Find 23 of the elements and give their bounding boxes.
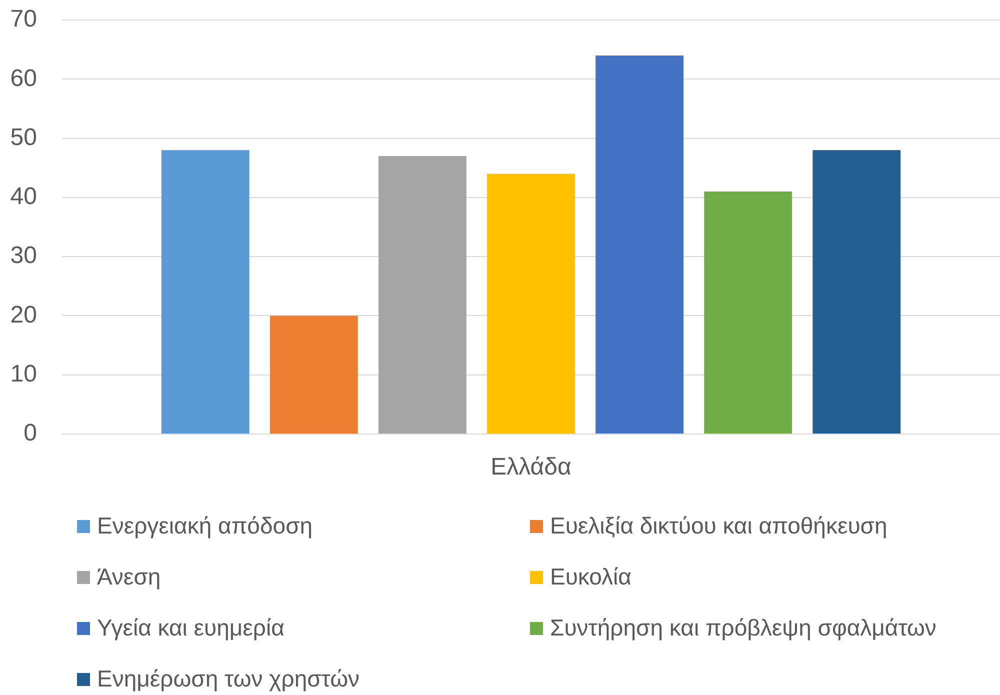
y-tick-label: 20 bbox=[10, 301, 37, 328]
bar bbox=[704, 192, 792, 434]
bar bbox=[270, 316, 358, 434]
y-tick-label: 70 bbox=[10, 6, 37, 33]
bar bbox=[378, 156, 466, 434]
legend-label: Ενημέρωση των χρηστών bbox=[97, 665, 360, 692]
y-tick-label: 60 bbox=[10, 64, 37, 92]
y-tick-label: 40 bbox=[10, 183, 37, 210]
y-tick-label: 50 bbox=[10, 124, 37, 151]
bar bbox=[596, 55, 684, 434]
bar bbox=[487, 174, 575, 434]
legend-label: Άνεση bbox=[97, 563, 161, 590]
y-tick-label: 10 bbox=[10, 360, 37, 388]
y-tick-label: 30 bbox=[10, 242, 37, 270]
legend-label: Ενεργειακή απόδοση bbox=[97, 512, 313, 538]
x-tick-label: Ελλάδα bbox=[490, 454, 572, 481]
legend-label: Ευελιξία δικτύου και αποθήκευση bbox=[550, 512, 888, 538]
y-tick-label: 0 bbox=[24, 420, 37, 447]
bar bbox=[161, 150, 250, 434]
bar bbox=[812, 150, 901, 434]
legend-label: Υγεία και ευημερία bbox=[97, 614, 284, 640]
legend-label: Συντήρηση και πρόβλεψη σφαλμάτων bbox=[550, 614, 936, 640]
legend-label: Ευκολία bbox=[550, 563, 632, 590]
